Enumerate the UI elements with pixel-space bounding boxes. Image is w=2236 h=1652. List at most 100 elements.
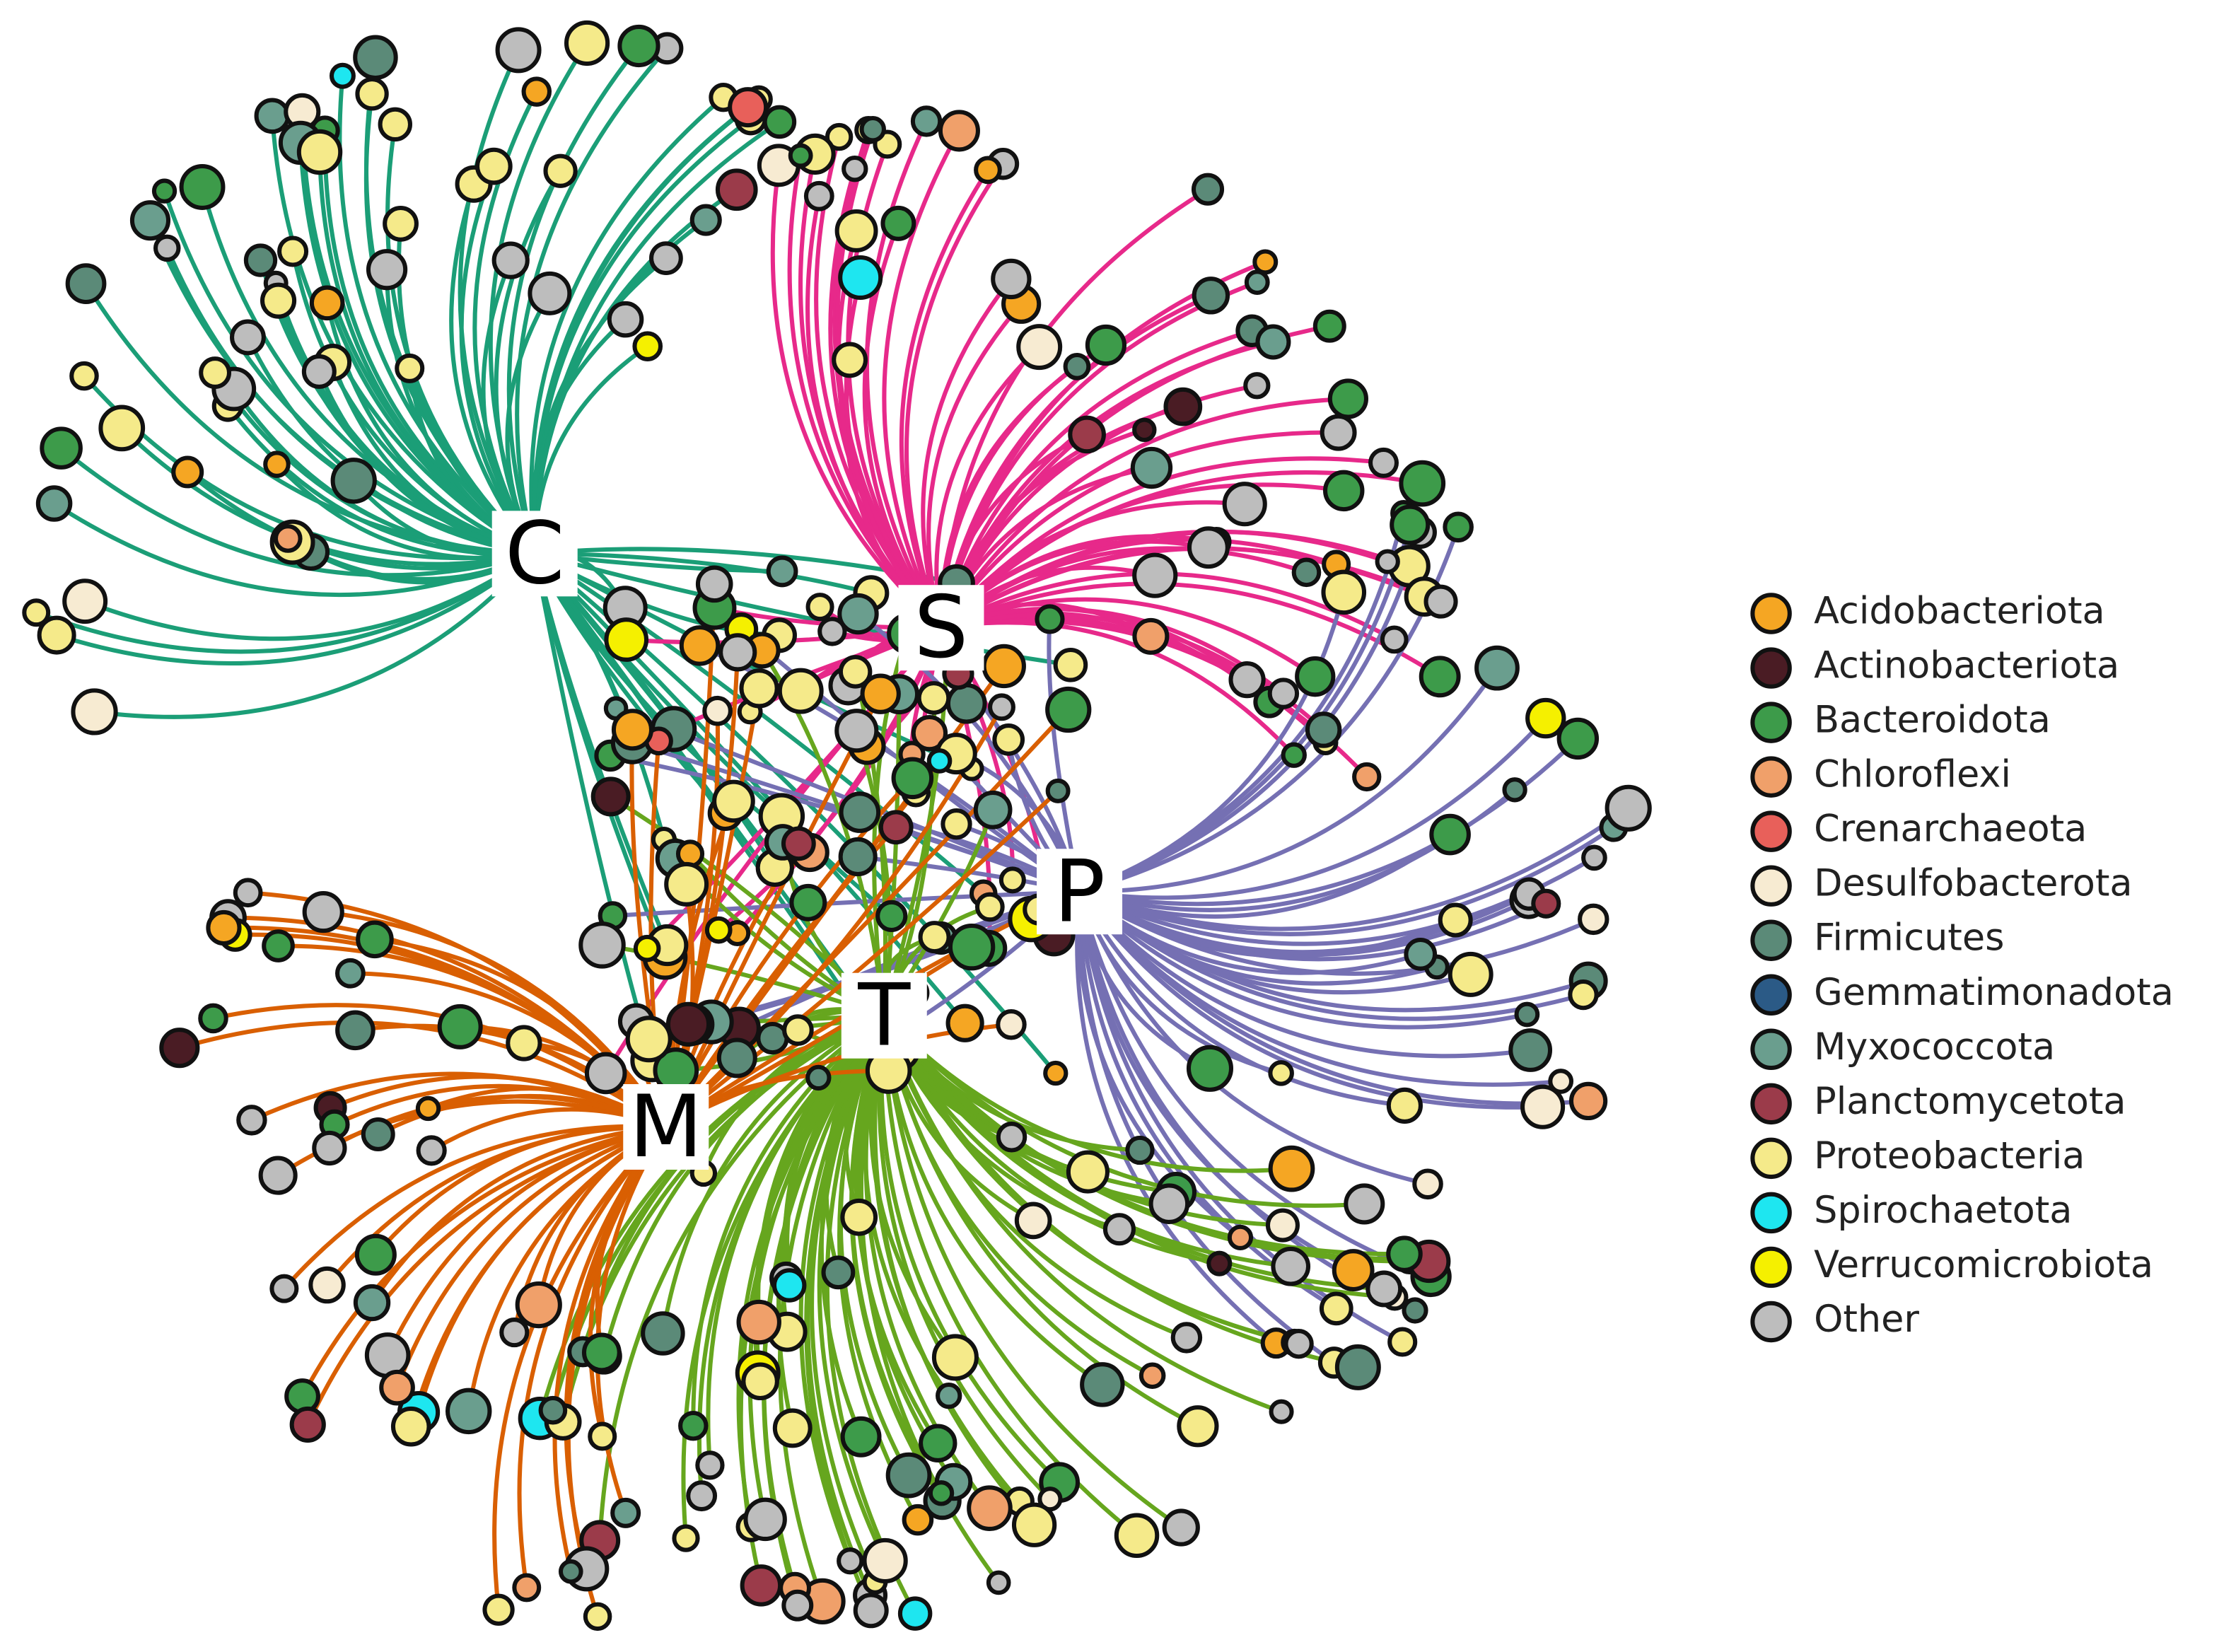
taxon-node bbox=[610, 1497, 641, 1528]
taxon-node bbox=[1011, 1502, 1057, 1547]
taxon-node bbox=[588, 1421, 617, 1451]
edge bbox=[1077, 891, 1336, 1365]
taxon-node bbox=[689, 204, 722, 236]
legend-label: Myxococcota bbox=[1814, 1025, 2055, 1069]
taxon-node bbox=[695, 565, 733, 603]
edge bbox=[882, 129, 962, 629]
taxon-node bbox=[611, 709, 654, 751]
edge bbox=[939, 482, 1344, 629]
edge bbox=[770, 165, 943, 629]
taxon-node bbox=[1045, 686, 1092, 733]
legend-swatch bbox=[1750, 647, 1792, 689]
taxon-node bbox=[1269, 1399, 1294, 1424]
legend-label: Chloroflexi bbox=[1814, 753, 2011, 796]
legend-label: Proteobacteria bbox=[1814, 1134, 2085, 1177]
taxon-node bbox=[891, 757, 934, 800]
edge bbox=[873, 1015, 1036, 1527]
taxon-node bbox=[837, 593, 879, 635]
taxon-node bbox=[437, 1004, 483, 1049]
taxon-node bbox=[1548, 1069, 1574, 1094]
hub-box bbox=[841, 972, 927, 1059]
legend-label: Crenarchaeota bbox=[1814, 808, 2087, 851]
edge bbox=[883, 1014, 1292, 1173]
taxon-node bbox=[1255, 324, 1291, 360]
taxon-node bbox=[678, 1410, 709, 1441]
taxon-node bbox=[1525, 697, 1566, 739]
taxon-node bbox=[967, 1485, 1013, 1531]
edge bbox=[449, 183, 537, 555]
legend-label: Desulfobacterota bbox=[1814, 862, 2132, 905]
taxon-node bbox=[62, 578, 108, 624]
taxon-node bbox=[1014, 1202, 1052, 1240]
taxon-node bbox=[355, 77, 389, 111]
taxon-node bbox=[1429, 813, 1471, 856]
taxon-node bbox=[916, 681, 951, 715]
edge bbox=[186, 470, 536, 571]
taxon-node bbox=[686, 1480, 718, 1512]
taxon-node bbox=[1125, 1135, 1155, 1165]
taxon-node bbox=[491, 241, 530, 279]
taxon-node bbox=[1380, 625, 1409, 654]
taxon-node bbox=[1102, 1213, 1136, 1246]
taxon-node bbox=[910, 105, 943, 137]
legend: Acidobacteriota Actinobacteriota Bacteroid… bbox=[1750, 590, 2174, 1343]
legend-swatch bbox=[1750, 1246, 1792, 1289]
taxon-node bbox=[941, 808, 972, 840]
taxon-node bbox=[821, 1255, 856, 1290]
taxon-node bbox=[928, 1480, 955, 1506]
edge bbox=[492, 1125, 668, 1610]
taxon-node bbox=[1305, 711, 1342, 748]
taxon-node bbox=[675, 839, 705, 868]
taxon-node bbox=[206, 909, 242, 946]
edge bbox=[804, 1014, 886, 1612]
edge bbox=[1078, 890, 1531, 1059]
legend-label: Other bbox=[1814, 1298, 1919, 1341]
taxon-node bbox=[996, 1009, 1027, 1040]
edge bbox=[1077, 891, 1432, 1279]
edge bbox=[664, 789, 1060, 1129]
taxon-node bbox=[1319, 1291, 1353, 1326]
taxon-node bbox=[258, 1156, 298, 1195]
edge bbox=[664, 706, 1004, 1129]
legend-swatch bbox=[1750, 865, 1792, 907]
taxon-node bbox=[445, 1388, 492, 1435]
taxon-node bbox=[1222, 482, 1267, 527]
taxon-node bbox=[1578, 903, 1609, 936]
taxon-node bbox=[1016, 324, 1063, 371]
taxon-node bbox=[269, 1274, 299, 1303]
taxon-node bbox=[263, 450, 291, 478]
taxon-node bbox=[35, 485, 73, 522]
taxon-node bbox=[607, 301, 644, 338]
taxon-node bbox=[383, 205, 419, 242]
taxon-node bbox=[330, 458, 377, 504]
edge bbox=[364, 57, 537, 556]
taxon-node bbox=[366, 249, 408, 291]
taxon-node bbox=[918, 921, 951, 954]
hub-label: S bbox=[914, 578, 969, 677]
hub-box bbox=[1037, 849, 1123, 935]
taxon-node bbox=[840, 1198, 878, 1236]
taxon-node bbox=[897, 1596, 933, 1631]
taxon-node bbox=[998, 866, 1026, 894]
legend-label: Acidobacteriota bbox=[1814, 590, 2105, 633]
taxon-node bbox=[825, 122, 854, 151]
edge bbox=[1078, 825, 1615, 936]
taxon-node bbox=[564, 20, 610, 66]
taxon-node bbox=[805, 1064, 832, 1091]
legend-swatch bbox=[1750, 974, 1792, 1016]
edge bbox=[1077, 891, 1404, 1344]
hub-label: C bbox=[505, 504, 564, 603]
edge bbox=[506, 45, 641, 554]
taxon-node bbox=[604, 617, 649, 662]
taxon-node bbox=[641, 1311, 685, 1356]
edge bbox=[939, 430, 1339, 629]
legend-swatch bbox=[1750, 1301, 1792, 1343]
taxon-node bbox=[243, 243, 278, 277]
taxon-node bbox=[996, 1122, 1027, 1153]
taxon-node bbox=[1035, 604, 1065, 634]
taxon-node bbox=[926, 748, 953, 774]
edge bbox=[258, 260, 536, 556]
taxon-node bbox=[22, 598, 51, 627]
taxon-node bbox=[1267, 677, 1300, 709]
taxon-node bbox=[632, 331, 663, 361]
